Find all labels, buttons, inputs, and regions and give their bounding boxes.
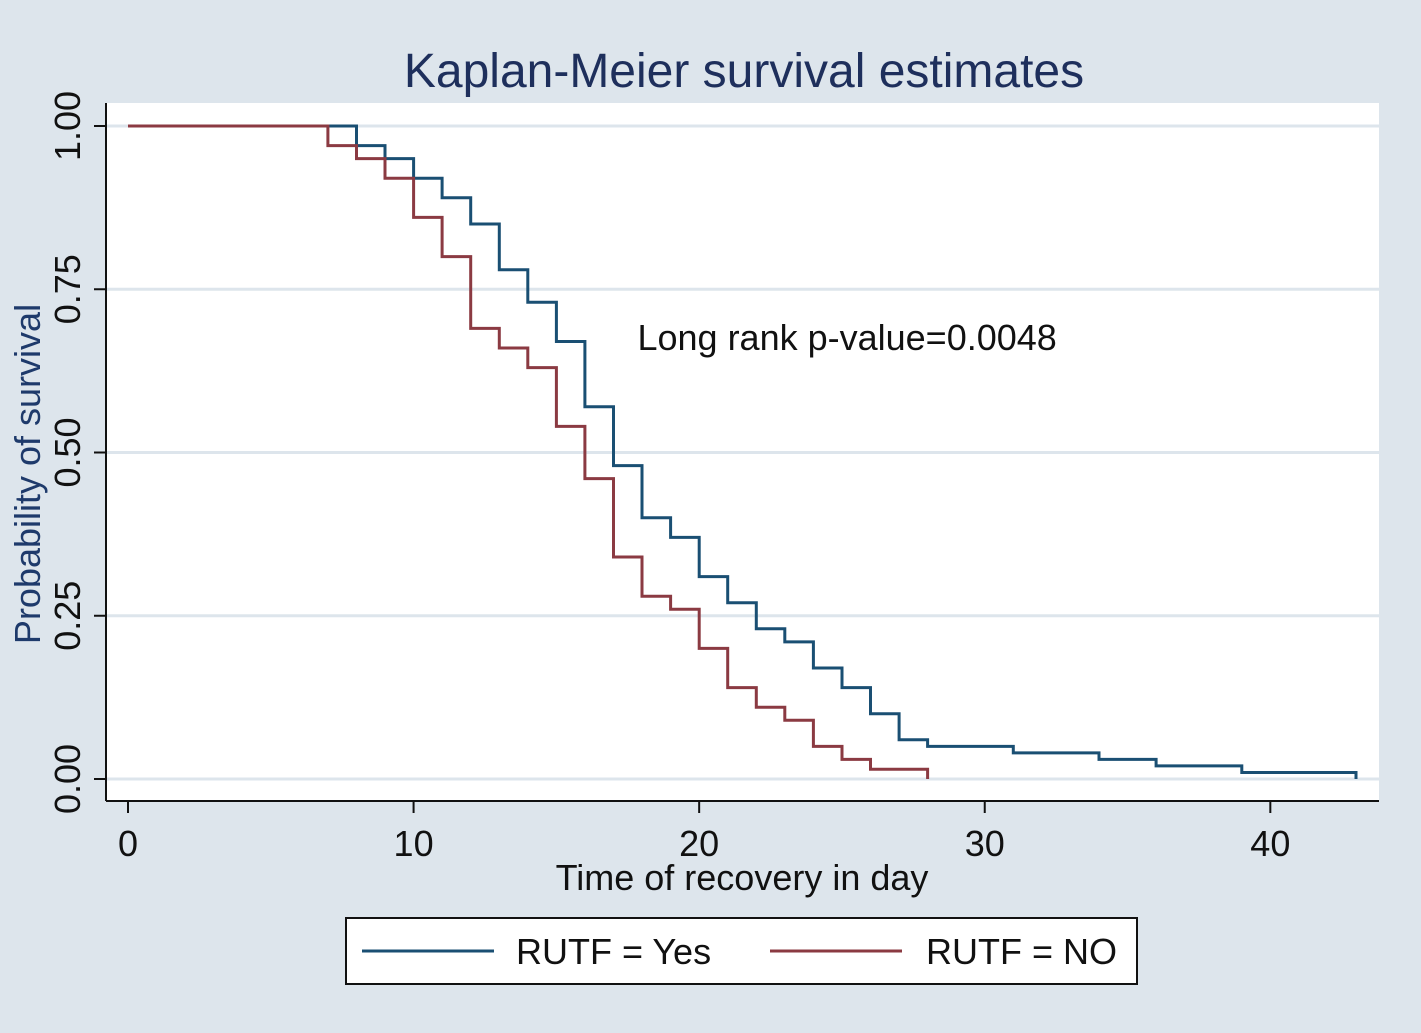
legend-label-rutf-no: RUTF = NO <box>926 931 1117 972</box>
x-tick-label: 40 <box>1250 823 1290 864</box>
legend: RUTF = Yes RUTF = NO <box>345 917 1138 985</box>
logrank-annotation: Long rank p-value=0.0048 <box>637 317 1056 358</box>
y-tick-label: 0.75 <box>47 254 88 324</box>
y-axis-ticks: 0.00 0.25 0.50 0.75 1.00 <box>47 91 106 814</box>
chart-title: Kaplan-Meier survival estimates <box>404 45 1084 98</box>
x-axis-ticks: 0 10 20 30 40 <box>118 801 1290 864</box>
y-axis-title: Probability of survival <box>7 304 48 644</box>
x-tick-label: 20 <box>679 823 719 864</box>
y-tick-label: 0.25 <box>47 581 88 651</box>
y-tick-label: 0.50 <box>47 417 88 487</box>
y-tick-label: 0.00 <box>47 744 88 814</box>
x-tick-label: 10 <box>394 823 434 864</box>
legend-label-rutf-yes: RUTF = Yes <box>516 931 711 972</box>
series-lines <box>128 124 1358 779</box>
x-tick-label: 0 <box>118 823 138 864</box>
series-line-0 <box>128 124 1358 779</box>
x-axis-title: Time of recovery in day <box>556 857 929 898</box>
y-tick-label: 1.00 <box>47 91 88 161</box>
x-tick-label: 30 <box>965 823 1005 864</box>
series-line-1 <box>128 124 930 779</box>
